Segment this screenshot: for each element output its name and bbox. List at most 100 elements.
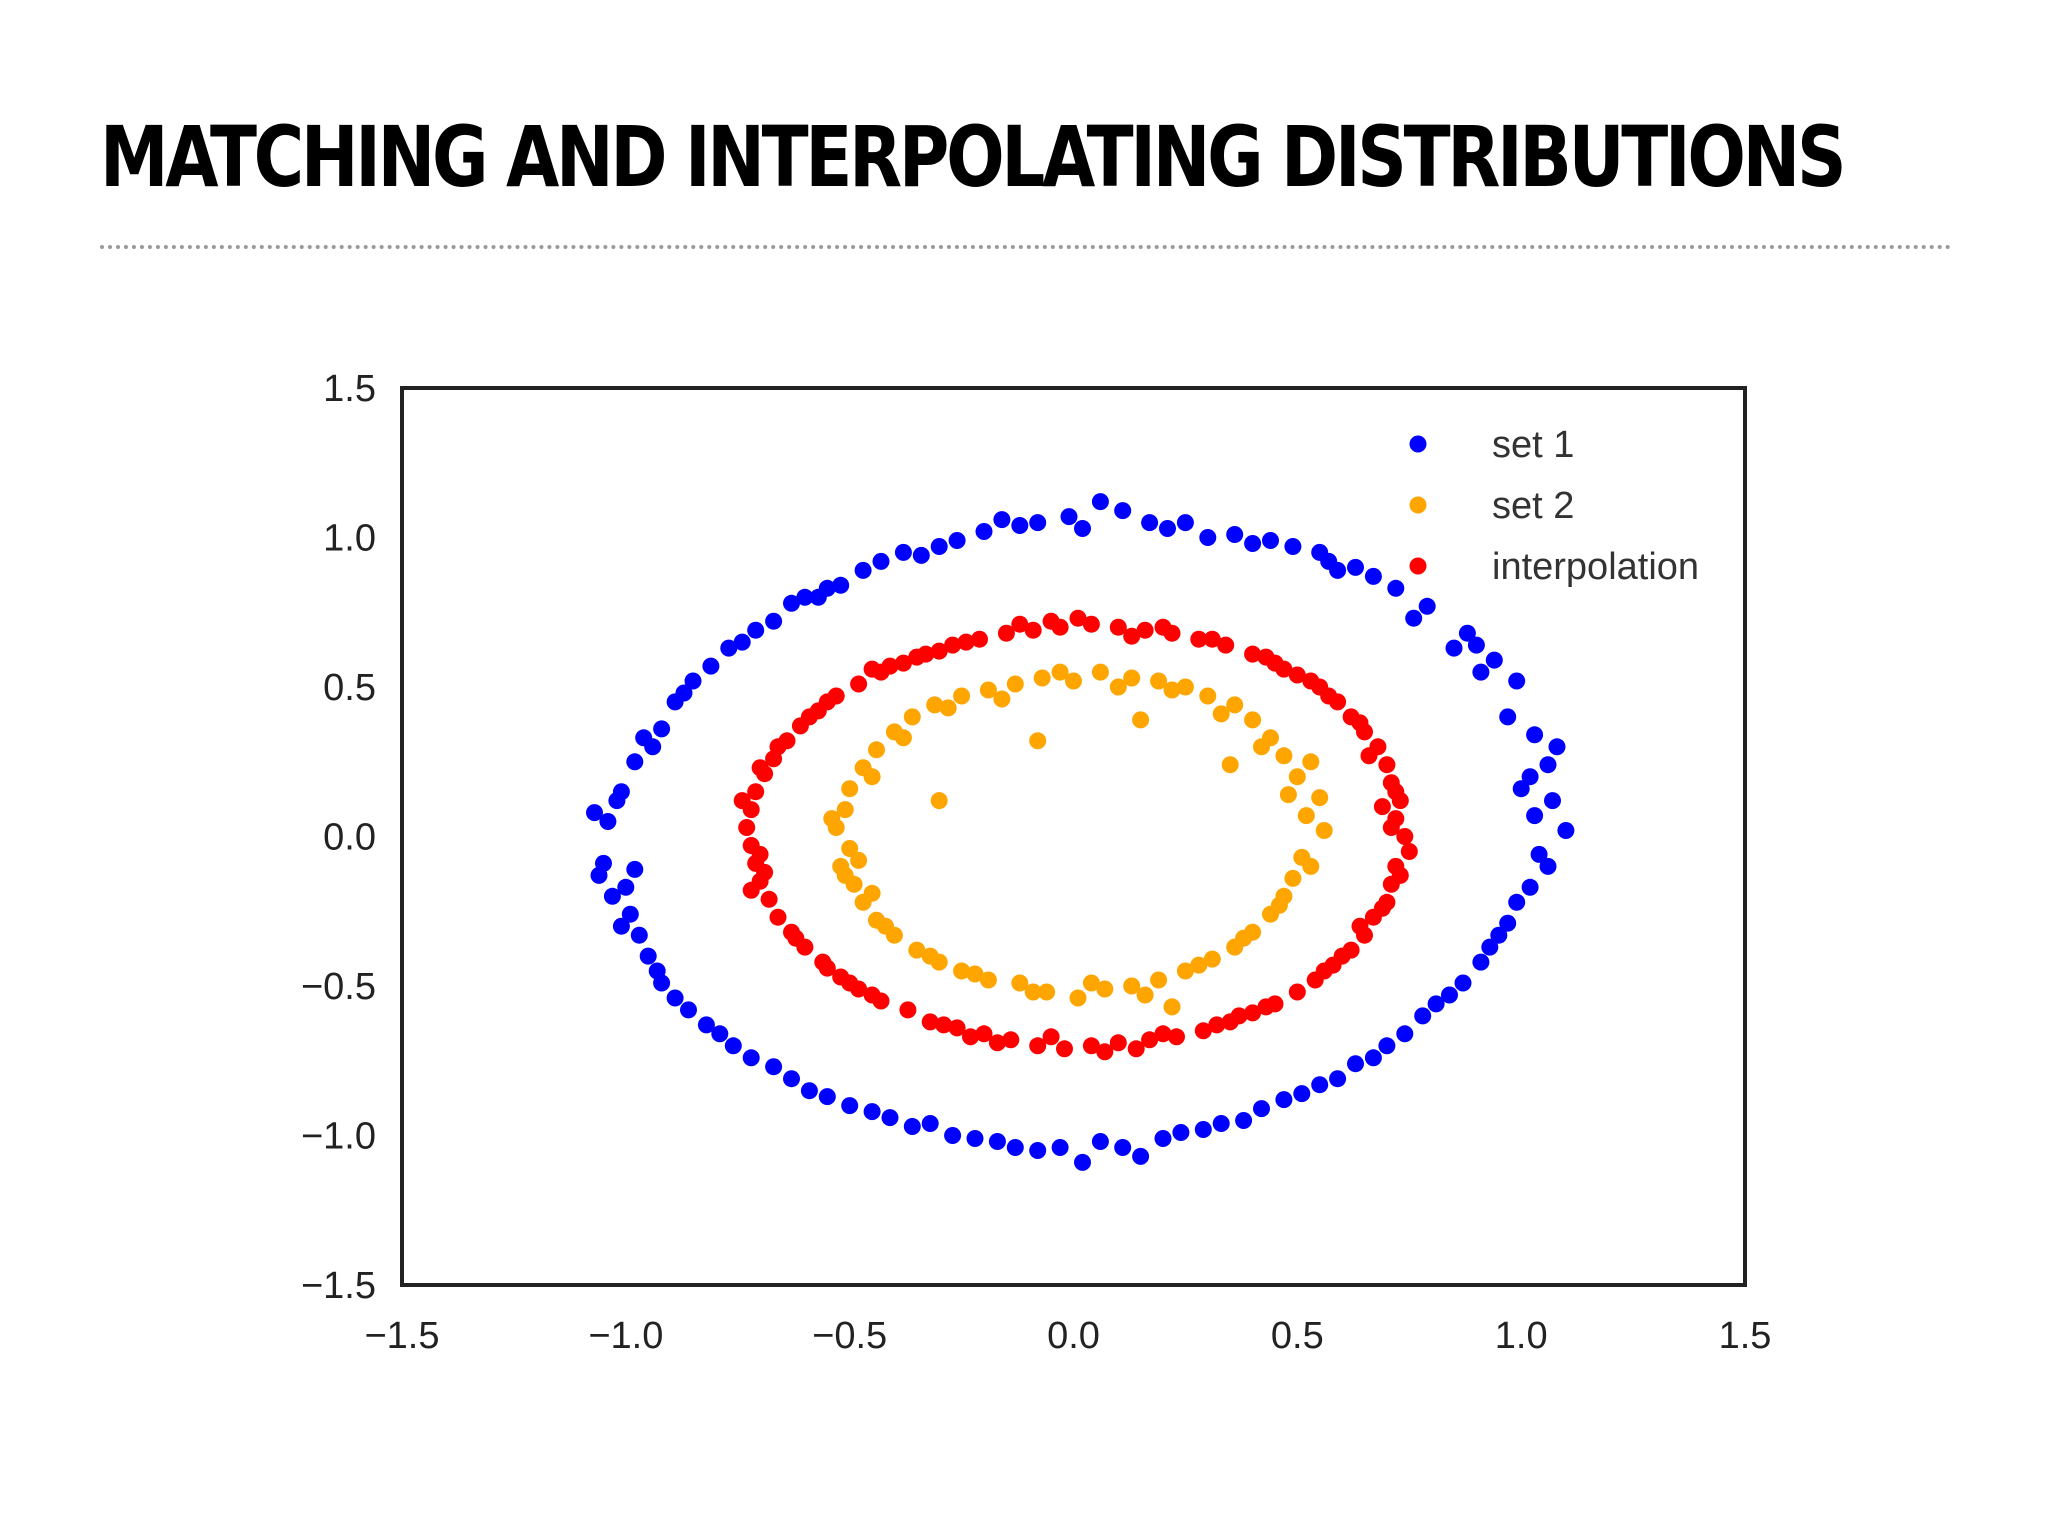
point-set-1 [1530,845,1548,863]
point-set-1 [948,532,966,549]
point-set-2 [1302,753,1320,771]
point-interpolation [1203,630,1221,648]
point-interpolation [1244,1004,1262,1022]
point-set-1 [711,1025,729,1043]
point-set-1 [1226,526,1244,543]
point-interpolation [1391,866,1409,884]
x-tick-label: 0.5 [1271,1315,1324,1357]
point-set-1 [653,720,671,738]
plot-frame [400,386,1747,1287]
point-set-1 [1212,1115,1230,1132]
point-set-1 [644,738,662,756]
x-tick-label: 1.0 [1495,1315,1548,1357]
point-interpolation [1056,1040,1073,1058]
point-interpolation [738,819,756,836]
point-set-1 [1485,651,1503,669]
point-set-1 [1074,520,1091,537]
point-set-2 [921,947,939,965]
points-layer [586,493,1575,1171]
point-set-1 [1262,532,1279,549]
point-set-2 [1069,989,1087,1007]
point-set-2 [966,965,984,983]
point-interpolation [1333,947,1351,965]
point-set-1 [626,860,644,878]
point-set-1 [1458,624,1476,642]
point-interpolation [769,908,787,926]
point-interpolation [1396,828,1414,845]
legend-label: set 1 [1492,424,1574,466]
point-interpolation [850,675,868,693]
point-set-1 [684,672,702,690]
point-set-2 [1136,986,1154,1004]
point-set-1 [1199,529,1217,546]
point-interpolation [1136,621,1154,639]
point-set-1 [872,552,890,570]
point-set-1 [603,887,621,905]
point-interpolation [1302,672,1320,690]
point-set-2 [930,792,948,810]
point-set-1 [702,657,720,675]
point-set-1 [612,917,630,935]
point-set-2 [863,884,881,902]
point-set-2 [1284,869,1302,887]
plot-area [402,388,1745,1285]
legend: set 1 set 2 interpolation [1409,424,1699,588]
point-set-1 [1526,807,1544,825]
point-set-1 [1051,1139,1069,1156]
point-set-1 [1396,1025,1414,1043]
point-set-2 [1163,998,1181,1016]
legend-marker [1409,496,1427,514]
point-interpolation [756,863,774,881]
point-set-1 [1378,1037,1396,1055]
point-interpolation [760,890,778,908]
y-tick-label: 0.5 [323,667,376,709]
point-interpolation [1208,1016,1226,1034]
point-interpolation [1194,1022,1212,1040]
point-set-1 [881,1109,899,1127]
point-set-2 [1253,738,1270,756]
point-set-2 [903,708,921,726]
point-set-2 [979,971,997,989]
point-set-1 [1508,893,1526,911]
point-set-1 [742,1049,760,1067]
point-set-1 [1548,738,1566,756]
point-set-1 [1347,1055,1364,1073]
x-tick-label: 0.0 [1047,1315,1100,1357]
point-set-1 [626,753,644,771]
point-interpolation [988,1034,1006,1052]
slide-title: MATCHING AND INTERPOLATING DISTRIBUTIONS [100,108,1847,206]
point-interpolation [930,642,948,660]
point-set-2 [1176,962,1194,980]
point-interpolation [1288,666,1306,684]
point-set-1 [841,1097,859,1115]
point-set-2 [1065,672,1082,690]
point-interpolation [1315,962,1333,980]
point-set-2 [1091,663,1109,681]
point-interpolation [881,657,899,675]
point-interpolation [818,693,836,711]
point-set-2 [1203,950,1221,968]
point-interpolation [1011,615,1029,633]
x-tick-label: −1.5 [364,1315,439,1357]
point-interpolation [908,648,926,666]
point-set-1 [599,813,617,830]
point-set-1 [1445,639,1463,657]
point-set-1 [648,962,666,980]
point-interpolation [971,630,988,648]
point-set-1 [1539,756,1557,774]
x-tick-label: −1.0 [588,1315,663,1357]
point-interpolation [957,633,975,651]
point-set-1 [1521,768,1539,786]
point-set-2 [1011,974,1029,992]
point-set-1 [1074,1153,1091,1171]
series-interpolation [733,609,1418,1061]
point-interpolation [997,624,1015,642]
point-set-1 [1154,1130,1172,1147]
point-set-1 [747,621,765,639]
point-interpolation [1257,998,1275,1016]
point-set-1 [1329,1070,1347,1088]
point-set-1 [1284,538,1302,555]
point-interpolation [1154,1025,1172,1043]
point-set-2 [1109,678,1127,696]
